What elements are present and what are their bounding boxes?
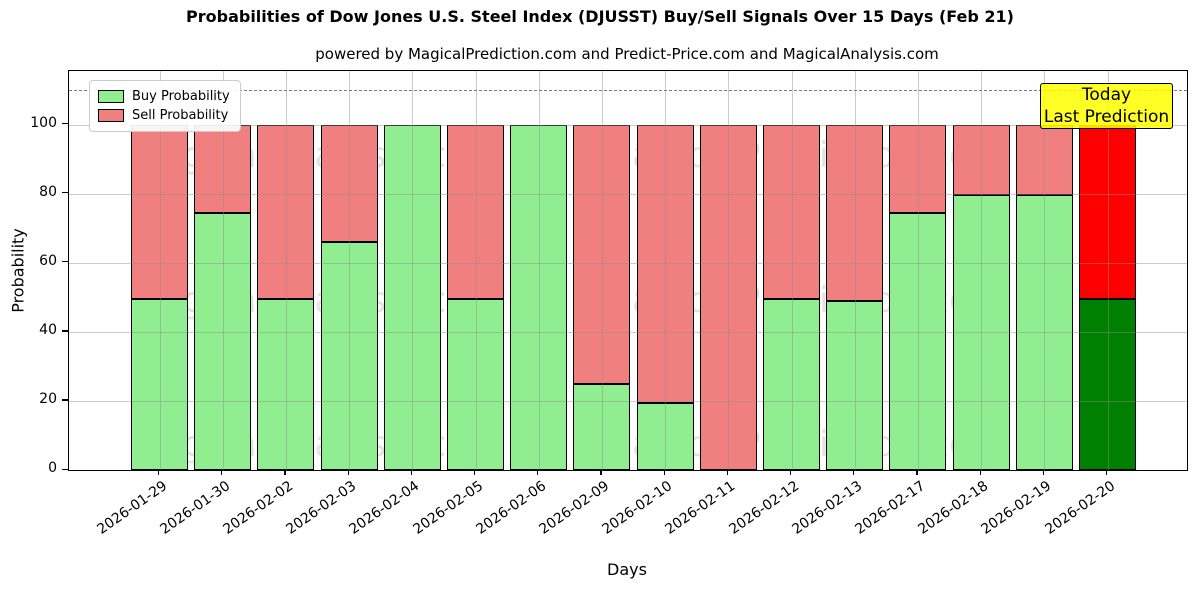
bar-segment-buy (131, 299, 188, 470)
x-tick-mark (979, 470, 981, 476)
x-tick-mark (473, 470, 476, 476)
v-gridline (917, 71, 919, 470)
legend: Buy Probability Sell Probability (89, 80, 241, 132)
bar-segment-buy (1015, 195, 1073, 470)
chart-subtitle: powered by MagicalPrediction.com and Pre… (315, 45, 939, 63)
bar-segment-buy (763, 299, 820, 470)
bar-segment-sell (447, 124, 504, 299)
v-gridline (1044, 71, 1046, 470)
bar-segment-buy (573, 383, 631, 470)
x-tick-mark (853, 470, 855, 476)
h-gridline (69, 193, 1187, 195)
x-tick-mark (600, 470, 602, 476)
y-tick-label: 0 (48, 460, 57, 476)
x-tick-mark (916, 470, 918, 476)
bar-segment-buy (889, 212, 947, 470)
h-gridline (69, 262, 1187, 264)
v-gridline (981, 71, 983, 470)
y-tick-label: 60 (39, 252, 57, 269)
bar-segment-buy (383, 124, 441, 470)
y-tick-mark (61, 330, 68, 332)
v-gridline (222, 71, 224, 470)
buy-swatch-icon (98, 90, 124, 103)
x-tick-mark (663, 470, 665, 476)
y-tick-label: 100 (30, 114, 57, 131)
x-tick-mark (410, 470, 412, 476)
v-gridline (854, 71, 856, 470)
x-tick-mark (347, 470, 349, 476)
bar-segment-buy (257, 299, 315, 470)
y-tick-label: 80 (39, 183, 57, 200)
chart-title: Probabilities of Dow Jones U.S. Steel In… (186, 7, 1014, 26)
x-tick-mark (726, 470, 728, 476)
bar-segment-buy (510, 124, 568, 470)
v-gridline (349, 71, 351, 470)
legend-sell-label: Sell Probability (132, 108, 229, 123)
h-gridline (69, 124, 1187, 126)
bar-segment-buy (826, 300, 884, 470)
v-gridline (1107, 71, 1109, 470)
x-tick-mark (537, 470, 539, 476)
bar-segment-sell (889, 124, 947, 213)
bar-segment-buy (447, 299, 504, 470)
x-tick-mark (1042, 470, 1044, 476)
bar-segment-buy (952, 195, 1010, 470)
x-tick-mark (221, 470, 223, 476)
bar-segment-sell (257, 124, 315, 299)
x-axis-label: Days (607, 560, 647, 579)
v-gridline (412, 71, 414, 470)
bar-segment-buy (320, 242, 378, 470)
x-tick-mark (789, 470, 792, 476)
v-gridline (728, 71, 730, 470)
bar-segment-sell (636, 124, 694, 403)
v-gridline (538, 71, 540, 470)
y-tick-mark (61, 468, 68, 470)
x-tick-mark (157, 470, 160, 476)
h-gridline (69, 400, 1187, 402)
y-tick-mark (61, 399, 68, 401)
plot-area: MagicalAnalysis.comMagicalPrediction.com… (68, 70, 1188, 471)
x-tick-mark (284, 470, 286, 476)
bar-segment-buy (194, 212, 252, 470)
v-gridline (285, 71, 287, 470)
bar-segment-sell (952, 124, 1010, 196)
y-tick-mark (61, 192, 68, 194)
v-gridline (475, 71, 477, 470)
bar-segment-buy (636, 402, 694, 470)
bar-segment-sell (699, 124, 757, 470)
today-annotation-line2: Last Prediction (1043, 107, 1170, 127)
bar-segment-sell (826, 124, 884, 301)
y-tick-mark (61, 261, 68, 263)
legend-row-buy: Buy Probability (98, 87, 230, 106)
bar-segment-sell (763, 124, 820, 299)
dashed-threshold-line (69, 90, 1187, 91)
bar-segment-sell (131, 124, 188, 299)
x-tick-mark (1105, 470, 1108, 476)
y-tick-mark (61, 123, 68, 125)
sell-swatch-icon (98, 109, 124, 122)
y-tick-label: 40 (39, 321, 57, 338)
bar-segment-sell (194, 124, 252, 213)
v-gridline (665, 71, 667, 470)
today-annotation-line1: Today (1081, 85, 1132, 105)
h-gridline (69, 331, 1187, 333)
v-gridline (159, 71, 161, 470)
legend-buy-label: Buy Probability (132, 89, 230, 104)
bar-segment-sell (1079, 124, 1136, 299)
y-tick-label: 20 (39, 390, 57, 407)
bar-segment-sell (573, 124, 631, 384)
legend-row-sell: Sell Probability (98, 106, 230, 125)
bar-segment-sell (320, 124, 378, 242)
v-gridline (791, 71, 793, 470)
v-gridline (601, 71, 603, 470)
bar-segment-buy (1079, 299, 1136, 470)
today-annotation: Today Last Prediction (1040, 83, 1173, 129)
